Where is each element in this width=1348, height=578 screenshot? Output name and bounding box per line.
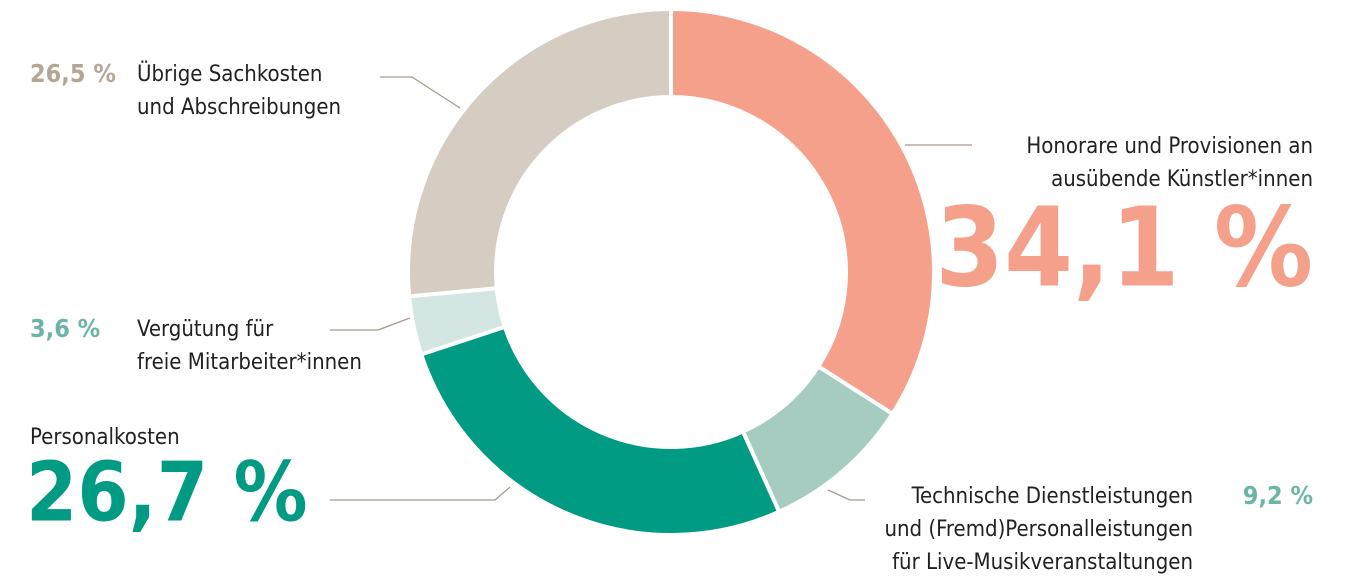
value-label: 3,6 % [30, 314, 100, 343]
leader-line [330, 317, 411, 331]
segment-label: Vergütung für [137, 317, 274, 342]
value-label: 9,2 % [1243, 481, 1313, 510]
leader-line [827, 489, 865, 501]
value-label: 34,1 % [935, 183, 1313, 311]
value-label: 26,5 % [30, 59, 116, 88]
segment-label: freie Mitarbeiter*innen [137, 350, 362, 375]
segment-label: ausübende Künstler*innen [1051, 167, 1313, 192]
leader-line [330, 486, 511, 501]
segment-label: Honorare und Provisionen an [1026, 134, 1313, 159]
donut-segment [669, 6, 936, 417]
segment-label: Technische Dienstleistungen [911, 484, 1193, 509]
segment-label: und Abschreibungen [137, 95, 341, 120]
donut-segment [406, 6, 673, 299]
segment-label: und (Fremd)Personalleistungen [884, 517, 1193, 542]
leader-line [380, 76, 461, 109]
segment-label: für Live-Musikveranstaltungen [892, 550, 1193, 575]
segment-label: Übrige Sachkosten [137, 61, 322, 87]
value-label: 26,7 % [26, 445, 308, 540]
donut-segment [418, 324, 782, 537]
segment-label: Personalkosten [30, 425, 180, 450]
